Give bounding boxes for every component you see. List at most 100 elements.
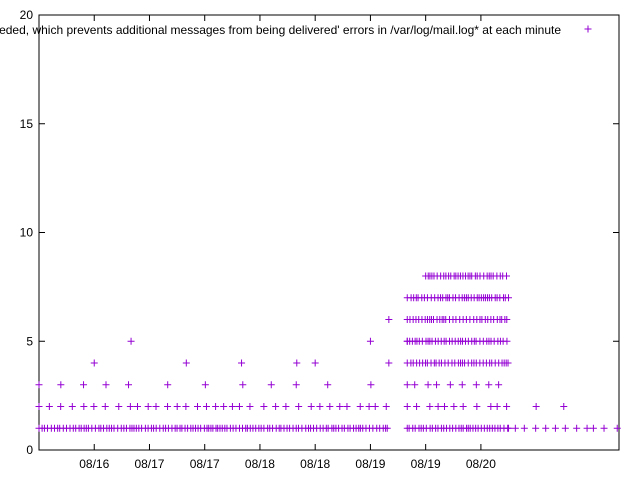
data-point [295,403,303,410]
data-point [503,337,511,345]
legend: 'Message size limit exceeded, which prev… [0,23,592,37]
data-point [382,403,390,410]
data-point [80,403,88,410]
y-tick-label: 15 [20,117,34,131]
data-point [385,359,393,367]
data-point [371,403,379,410]
data-point [367,381,375,389]
data-point [57,381,65,389]
data-point [125,381,133,389]
data-point [520,424,528,432]
data-point [493,403,501,410]
data-point [228,403,236,410]
data-point [383,424,391,432]
data-point [366,337,374,345]
data-point [260,403,268,410]
data-point [282,403,290,410]
data-point [504,294,512,302]
data-point [35,403,43,410]
data-point [505,424,513,432]
data-point [292,381,300,389]
data-point [532,424,540,432]
x-tick-label: 08/17 [134,457,164,471]
y-tick-label: 5 [26,334,33,348]
data-point [90,359,98,367]
data-point [458,381,466,389]
data-point [201,381,209,389]
data-point [343,403,351,410]
data-point [127,337,135,345]
data-point [212,403,220,410]
x-tick-label: 08/19 [411,457,441,471]
data-point [503,403,511,410]
data-point [504,359,512,367]
data-point [446,381,454,389]
data-point [532,403,540,410]
y-tick-label: 10 [20,226,34,240]
data-point [485,381,493,389]
data-point [272,403,280,410]
x-axis-ticks: 08/16 08/17 08/17 08/18 08/18 08/19 08/19 08/20 [79,15,496,471]
data-point [57,403,65,410]
data-point [182,359,190,367]
data-point [220,403,228,410]
data-point [424,381,432,389]
data-points [35,272,621,432]
data-point [403,381,411,389]
data-point [202,403,210,410]
legend-marker [584,25,592,33]
data-point [194,403,202,410]
data-point [336,403,344,410]
data-point [164,403,172,410]
data-point [560,403,568,410]
x-tick-label: 08/20 [466,457,496,471]
y-tick-label: 20 [20,8,34,22]
data-point [502,272,510,280]
data-point [433,381,441,389]
data-point [403,403,411,410]
data-point [473,403,481,410]
data-point [441,403,449,410]
data-point [450,403,458,410]
data-point [495,381,503,389]
data-point [182,403,190,410]
legend-label: 'Message size limit exceeded, which prev… [0,23,561,37]
data-point [326,403,334,410]
data-point [45,403,53,410]
data-point [152,403,160,410]
data-point [173,403,181,410]
data-point [487,403,495,410]
data-point [411,381,419,389]
x-tick-label: 08/17 [190,457,220,471]
data-point [101,403,109,410]
data-point [503,316,511,323]
data-point [126,403,134,410]
data-point [90,403,98,410]
data-point [102,381,110,389]
data-point [413,403,421,410]
x-tick-label: 08/16 [79,457,109,471]
data-point [316,403,324,410]
x-tick-label: 08/19 [355,457,385,471]
data-point [573,424,581,432]
data-point [600,424,608,432]
data-point [307,403,315,410]
data-point [426,403,434,410]
data-point [511,424,519,432]
data-point [434,403,442,410]
data-point [472,381,480,389]
data-point [115,403,123,410]
data-point [613,424,621,432]
x-tick-label: 08/18 [300,457,330,471]
y-axis-ticks: 0 5 10 15 20 [20,8,619,457]
data-point [80,381,88,389]
data-point [311,359,319,367]
data-point [35,381,43,389]
y-tick-label: 0 [26,443,33,457]
data-point [356,403,364,410]
legend-marker-plus [584,25,592,33]
data-point [293,359,301,367]
data-point [365,403,373,410]
data-point [542,424,550,432]
